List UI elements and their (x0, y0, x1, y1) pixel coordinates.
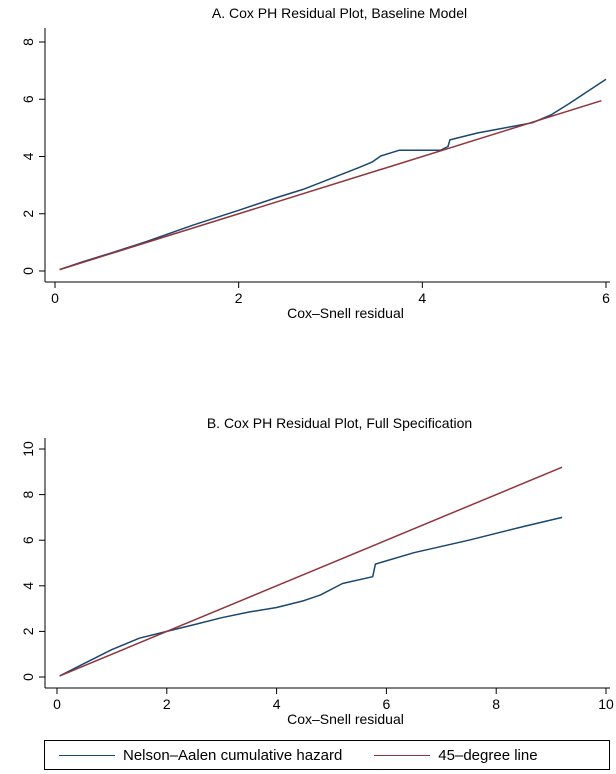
panel-a-x-label: Cox–Snell residual (287, 305, 404, 321)
panel-a-y-tick-label: 2 (20, 210, 36, 218)
panel-a-y-tick-label: 4 (20, 152, 36, 160)
panel-a-x-tick-label: 6 (602, 290, 610, 306)
panel-a-title: A. Cox PH Residual Plot, Baseline Model (212, 5, 467, 21)
panel-a-y-tick-label: 6 (20, 95, 36, 103)
panel-a-y-tick-label: 8 (20, 38, 36, 46)
panel-b-x-tick-label: 4 (273, 696, 281, 712)
panel-a-y-tick-label: 0 (20, 267, 36, 275)
panel-a-x-tick-label: 2 (235, 290, 243, 306)
panel-b-y-tick-label: 2 (20, 627, 36, 635)
panel-b-x-tick-label: 6 (383, 696, 391, 712)
panel-b-line-45-degree (59, 466, 563, 677)
legend: Nelson–Aalen cumulative hazard 45–degree… (44, 740, 610, 770)
panel-b-title: B. Cox PH Residual Plot, Full Specificat… (207, 415, 472, 431)
legend-item-nelson-aalen: Nelson–Aalen cumulative hazard (59, 747, 342, 764)
panel-b-x-tick-label: 0 (53, 696, 61, 712)
legend-swatch-45-degree (374, 754, 431, 756)
panel-a-x-tick-label: 4 (418, 290, 426, 306)
panel-b-x-label: Cox–Snell residual (287, 711, 404, 727)
panel-b-y-tick-label: 4 (20, 582, 36, 590)
panel-b-y-tick-label: 10 (20, 441, 36, 457)
legend-swatch-nelson-aalen (59, 754, 115, 756)
panel-b-y-tick-label: 6 (20, 536, 36, 544)
panel-a-line-nelson-aalen (59, 78, 607, 271)
legend-label-nelson-aalen: Nelson–Aalen cumulative hazard (123, 746, 343, 764)
panel-b-x-tick-label: 2 (163, 696, 171, 712)
panel-a-x-tick-label: 0 (51, 290, 59, 306)
legend-item-45-degree: 45–degree line (374, 746, 538, 764)
panel-b-x-tick-label: 10 (598, 696, 614, 712)
panel-b-x-tick-label: 8 (492, 696, 500, 712)
panel-b-y-tick-label: 0 (20, 673, 36, 681)
panel-b-y-tick-label: 8 (20, 490, 36, 498)
panel-b-line-nelson-aalen (59, 516, 563, 677)
legend-label-45-degree: 45–degree line (438, 746, 538, 764)
panel-a-line-45-degree (59, 99, 602, 271)
